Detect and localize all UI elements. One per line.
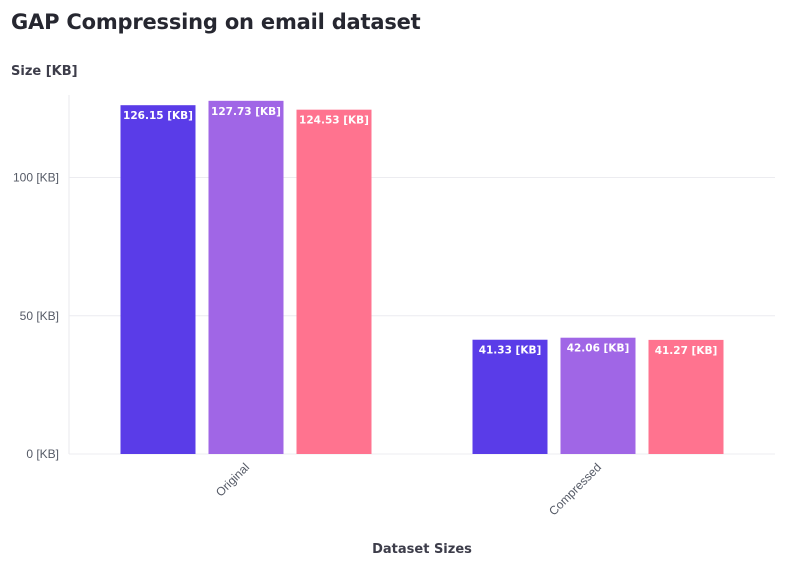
x-axis-label: Dataset Sizes bbox=[372, 542, 472, 557]
bars bbox=[120, 100, 724, 455]
x-tick-label: Original bbox=[213, 460, 252, 499]
bar bbox=[472, 339, 548, 454]
y-tick-label: 50 [KB] bbox=[20, 309, 59, 323]
y-tick-label: 100 [KB] bbox=[13, 171, 59, 185]
bar bbox=[648, 339, 724, 454]
chart-title: GAP Compressing on email dataset bbox=[11, 10, 421, 34]
data-label: 41.33 [KB] bbox=[479, 345, 542, 357]
data-label: 124.53 [KB] bbox=[299, 115, 369, 127]
data-label: 41.27 [KB] bbox=[655, 345, 718, 357]
x-tick-label: Compressed bbox=[546, 460, 604, 518]
y-tick-labels: 0 [KB] 50 [KB] 100 [KB] bbox=[13, 171, 59, 462]
data-labels: 126.15 [KB] 127.73 [KB] 124.53 [KB] 41.33 [… bbox=[123, 106, 717, 357]
bar bbox=[120, 105, 196, 454]
data-label: 126.15 [KB] bbox=[123, 110, 193, 122]
bar bbox=[560, 337, 636, 454]
data-label: 127.73 [KB] bbox=[211, 106, 281, 118]
bar bbox=[296, 109, 372, 454]
bar bbox=[208, 100, 284, 455]
x-tick-labels: Original Compressed bbox=[213, 460, 604, 518]
data-label: 42.06 [KB] bbox=[567, 343, 630, 355]
y-axis-label: Size [KB] bbox=[11, 64, 78, 79]
y-tick-label: 0 [KB] bbox=[26, 447, 59, 461]
